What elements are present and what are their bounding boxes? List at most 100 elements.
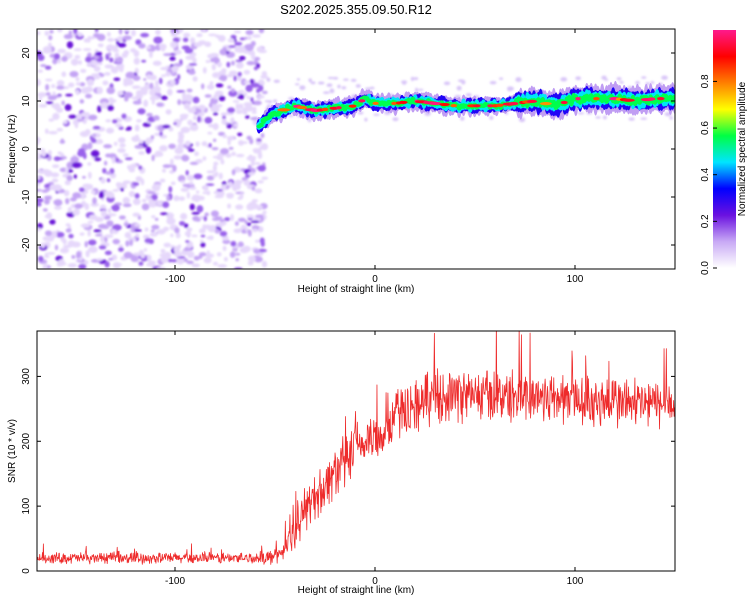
colorbar-tick-label: 0.4 <box>700 167 711 181</box>
spectrogram-cell <box>206 84 215 90</box>
spectrogram-cell <box>82 175 86 179</box>
spectrogram-cell <box>37 197 44 203</box>
spectrogram-cell <box>156 201 164 206</box>
spectrogram-cell <box>132 198 141 206</box>
spectrogram-cell <box>85 93 93 99</box>
spectrogram-cell <box>83 38 90 43</box>
spectrogram-cell <box>40 242 46 249</box>
spectrogram-cell <box>37 152 41 156</box>
spectrogram-cell <box>106 127 115 134</box>
spectrogram-cell <box>239 55 246 61</box>
spectrogram-cell <box>173 49 182 55</box>
snr-y-ticks: 0 100 200 300 <box>21 368 675 574</box>
spectrogram-cell <box>252 34 261 38</box>
spectrogram-cell <box>52 58 58 65</box>
spectrogram-cell <box>45 101 54 105</box>
spectrogram-cell <box>93 229 102 233</box>
spectrogram-cell <box>225 153 232 158</box>
spectrogram-cell <box>71 254 76 259</box>
spectrogram-cell <box>250 82 260 88</box>
spectrogram-cell <box>102 167 107 174</box>
spectrogram-cell <box>577 112 585 115</box>
spectrogram-cell <box>37 182 41 187</box>
spectrogram-cell <box>125 71 135 79</box>
spectrogram-cell <box>181 91 187 99</box>
spectrogram-cell <box>233 75 237 82</box>
spectrogram-cell <box>235 204 244 210</box>
x-tick-label: -100 <box>165 274 185 285</box>
spectrogram-cell <box>172 37 180 43</box>
spectrogram-cell <box>88 171 92 179</box>
spectrogram-cell <box>57 48 66 54</box>
spectrogram-cell <box>106 31 111 37</box>
spectrogram-cell <box>237 196 243 201</box>
spectrogram-cell <box>208 102 213 108</box>
spectrogram-cell <box>186 88 193 93</box>
spectrogram-cell <box>185 240 190 243</box>
spectrogram-cell <box>138 43 146 49</box>
spectrogram-cell <box>159 145 168 152</box>
spectrogram-cell <box>134 124 140 132</box>
spectrogram-cell <box>560 77 568 82</box>
spectrogram-cell <box>193 255 200 261</box>
spectrogram-cell <box>176 257 185 265</box>
spectrogram-cell <box>123 91 133 98</box>
spectrogram-cell <box>77 150 87 157</box>
spectrogram-cell <box>246 135 252 141</box>
spectrogram-cell <box>162 201 170 208</box>
spectrogram-cell <box>114 44 118 50</box>
spectrogram-cell <box>410 76 415 82</box>
spectrogram-cell <box>187 119 193 126</box>
spectrogram-cell <box>122 35 132 41</box>
spectrogram-cell <box>96 62 103 66</box>
x-tick-label: -100 <box>165 576 185 587</box>
spectrogram-cell <box>154 217 159 221</box>
spectrogram-cell <box>245 29 254 36</box>
spectrogram-cell <box>111 156 116 164</box>
spectrogram-cell <box>146 112 153 117</box>
spectrogram-cell <box>128 167 136 173</box>
snr-series-line <box>37 331 675 565</box>
spectrogram-cell <box>231 169 236 176</box>
spectrogram-cell <box>123 80 129 87</box>
spectrogram-cell <box>180 187 189 192</box>
spectrogram-cell <box>37 176 41 180</box>
spectrogram-cell <box>310 81 316 85</box>
spectrogram-cell <box>50 172 60 178</box>
spectrogram-cell <box>53 53 60 60</box>
spectrogram-cell <box>67 240 76 248</box>
spectrogram-cell <box>196 205 204 213</box>
spectrogram-cell <box>151 97 155 105</box>
spectrogram-cell <box>41 150 47 157</box>
spectrogram-cell <box>266 77 271 82</box>
spectrogram-cell <box>83 48 92 51</box>
spectrogram-cell <box>187 251 195 259</box>
spectrogram-cell <box>219 230 228 237</box>
spectrogram-cell <box>44 30 50 36</box>
spectrogram-cell <box>180 180 186 184</box>
y-tick-label: 10 <box>21 95 32 107</box>
spectrogram-cell <box>212 164 218 172</box>
spectrogram-cell <box>222 239 231 244</box>
spectrogram-cell <box>233 228 242 234</box>
spectrogram-cell <box>355 84 361 88</box>
spectrogram-ridge-peak <box>372 101 379 105</box>
spectrogram-cell <box>257 164 266 172</box>
spectrogram-cell <box>104 64 114 69</box>
spectrogram-cell <box>186 227 193 232</box>
spectrogram-cell <box>117 137 126 144</box>
spectrogram-cell <box>640 117 648 120</box>
spectrogram-cell <box>332 76 339 80</box>
spectrogram-cell <box>203 216 207 222</box>
spectrogram-cell <box>69 70 79 78</box>
spectrogram-cell <box>253 66 258 71</box>
spectrogram-cell <box>214 171 219 177</box>
x-tick-label: 0 <box>372 576 378 587</box>
spectrogram-cell <box>63 189 70 197</box>
spectrogram-cell <box>112 48 120 53</box>
spectrogram-cell <box>259 237 265 245</box>
spectrogram-cell <box>227 107 236 113</box>
spectrogram-ridge-peak <box>539 101 552 106</box>
spectrogram-cell <box>152 60 162 66</box>
spectrogram-cell <box>68 233 74 239</box>
